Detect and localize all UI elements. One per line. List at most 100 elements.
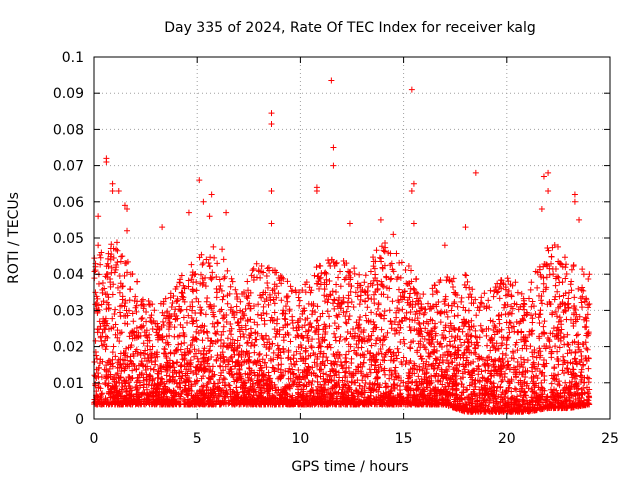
scatter-point [314,373,321,380]
scatter-point [487,287,494,294]
scatter-point [216,276,223,283]
scatter-point [101,366,108,373]
scatter-point [273,387,280,394]
scatter-point [94,310,101,317]
scatter-point [437,388,444,395]
scatter-point [172,306,179,313]
scatter-point [378,243,385,250]
scatter-point [388,275,395,282]
scatter-point [397,324,404,331]
scatter-point [424,384,431,391]
scatter-point [383,383,390,390]
scatter-point [379,264,386,271]
scatter-point [105,250,112,257]
scatter-point [181,284,188,291]
scatter-point [356,301,363,308]
scatter-point [95,364,102,371]
scatter-point [133,334,140,341]
scatter-point [96,360,103,367]
scatter-point [384,329,391,336]
scatter-point [544,261,551,268]
scatter-point [277,392,284,399]
scatter-point [484,376,491,383]
scatter-point [493,289,500,296]
scatter-point [387,357,394,364]
scatter-point [155,368,162,375]
scatter-point [568,382,575,389]
scatter-point [426,331,433,338]
scatter-point [305,338,312,345]
scatter-point [413,289,420,296]
scatter-point [503,388,510,395]
scatter-point [112,321,119,328]
scatter-point [509,282,516,289]
scatter-point [189,307,196,314]
scatter-point [114,334,121,341]
scatter-point [275,346,282,353]
scatter-point [201,345,208,352]
scatter-point [169,299,176,306]
scatter-point [288,288,295,295]
scatter-point [118,253,125,260]
scatter-point [345,316,352,323]
scatter-point [183,306,190,313]
scatter-point [572,355,579,362]
scatter-point [305,326,312,333]
scatter-point [137,349,144,356]
scatter-point [341,336,348,343]
scatter-point [234,345,241,352]
scatter-point [150,366,157,373]
scatter-point [487,347,494,354]
scatter-point [175,341,182,348]
scatter-point [133,308,140,315]
scatter-point [337,333,344,340]
scatter-point [554,348,561,355]
scatter-point [208,373,215,380]
scatter-point [244,350,251,357]
scatter-point [162,350,169,357]
scatter-point [520,317,527,324]
scatter-point [314,355,321,362]
scatter-point [95,280,102,287]
scatter-point [223,344,230,351]
scatter-point [217,343,224,350]
scatter-point [558,326,565,333]
scatter-point [105,294,112,301]
scatter-point [172,376,179,383]
scatter-point [479,356,486,363]
scatter-point [580,271,587,278]
scatter-point [117,313,124,320]
scatter-point [379,282,386,289]
scatter-point [491,404,498,411]
scatter-point [284,293,291,300]
scatter-point [304,332,311,339]
scatter-point [352,289,359,296]
scatter-point [183,360,190,367]
scatter-point [472,333,479,340]
scatter-point [555,243,562,250]
scatter-point [492,284,499,291]
scatter-point [386,285,393,292]
scatter-point [219,349,226,356]
scatter-point [231,314,238,321]
scatter-point [374,281,381,288]
scatter-point [269,340,276,347]
scatter-point [287,338,294,345]
scatter-point [478,294,485,301]
scatter-point [220,256,227,263]
scatter-point [577,379,584,386]
scatter-point [447,351,454,358]
scatter-point [186,377,193,384]
scatter-point [325,386,332,393]
scatter-point [586,300,593,307]
scatter-point [197,280,204,287]
scatter-point [313,264,320,271]
scatter-point [121,320,128,327]
scatter-point [99,280,106,287]
scatter-point [551,365,558,372]
scatter-point [354,293,361,300]
scatter-point [207,343,214,350]
scatter-point [303,383,310,390]
scatter-point [290,355,297,362]
scatter-point [202,283,209,290]
